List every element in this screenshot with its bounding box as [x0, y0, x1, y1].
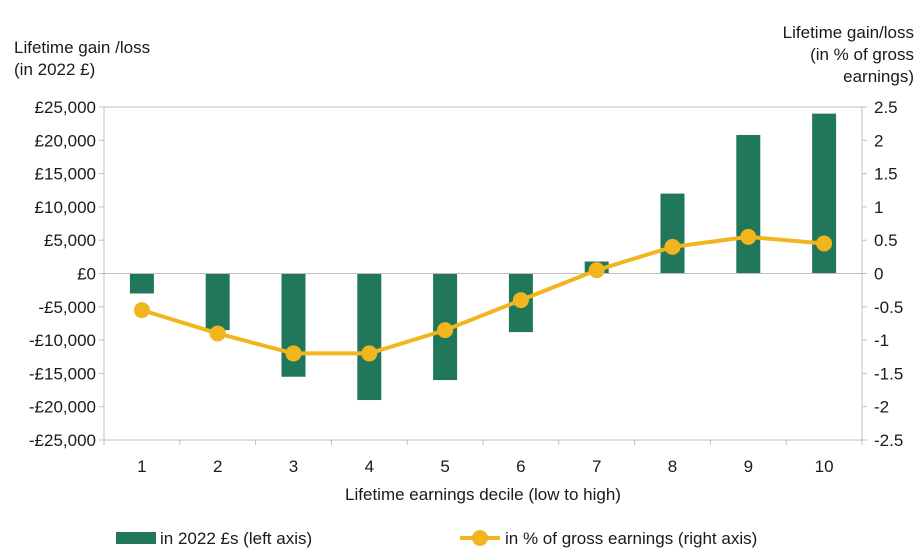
line-series: [133, 228, 833, 362]
left-tick-label: £10,000: [35, 198, 96, 217]
right-tick-label: 0: [874, 265, 883, 284]
line-point-decile-6: [512, 292, 529, 309]
legend-label-line: in % of gross earnings (right axis): [505, 529, 757, 548]
right-axis-title: Lifetime gain/loss (in % of gross earnings…: [783, 23, 914, 86]
line-point-decile-2: [209, 325, 226, 342]
x-tick-label: 4: [365, 457, 374, 476]
left-tick-label: £15,000: [35, 165, 96, 184]
right-tick-label: 0.5: [874, 231, 898, 250]
left-axis-title-line: (in 2022 £): [14, 60, 95, 79]
right-tick-label: 2.5: [874, 98, 898, 117]
legend-swatch-bars: [116, 532, 156, 544]
left-axis-ticks: £25,000 £20,000 £15,000 £10,000 £5,000 £0 -£5,…: [29, 98, 104, 450]
left-tick-label: -£25,000: [29, 431, 96, 450]
legend-label-bars: in 2022 £s (left axis): [160, 529, 312, 548]
legend: in 2022 £s (left axis) in % of gross earn…: [116, 529, 757, 548]
left-tick-label: £5,000: [44, 231, 96, 250]
x-tick-label: 8: [668, 457, 677, 476]
bar-decile-9: [736, 134, 761, 274]
right-axis-ticks: 2.5 2 1.5 1 0.5 0 -0.5 -1 -1.5 -2 -2.5: [862, 98, 903, 450]
right-axis-title-line: (in % of gross: [810, 45, 914, 64]
right-tick-label: -2: [874, 398, 889, 417]
bar-decile-2: [205, 273, 230, 331]
line-point-decile-10: [816, 235, 833, 252]
x-tick-label: 7: [592, 457, 601, 476]
left-axis-title-line: Lifetime gain /loss: [14, 38, 150, 57]
left-tick-label: £25,000: [35, 98, 96, 117]
x-tick-label: 3: [289, 457, 298, 476]
x-tick-label: 10: [815, 457, 834, 476]
x-tick-label: 1: [137, 457, 146, 476]
line-point-decile-9: [740, 228, 757, 245]
x-axis-title: Lifetime earnings decile (low to high): [345, 485, 621, 504]
x-axis-ticks: 1 2 3 4 5 6 7 8 9 10: [103, 440, 863, 476]
legend-swatch-marker: [472, 530, 488, 546]
left-tick-label: -£5,000: [38, 298, 96, 317]
right-tick-label: -2.5: [874, 431, 903, 450]
left-tick-label: £20,000: [35, 131, 96, 150]
right-axis-title-line: Lifetime gain/loss: [783, 23, 914, 42]
left-tick-label: -£15,000: [29, 364, 96, 383]
right-tick-label: -0.5: [874, 298, 903, 317]
x-tick-label: 9: [744, 457, 753, 476]
bar-decile-8: [660, 193, 685, 274]
x-tick-label: 5: [440, 457, 449, 476]
right-tick-label: -1.5: [874, 364, 903, 383]
line-point-decile-4: [361, 345, 378, 362]
line-point-decile-5: [437, 322, 454, 339]
left-tick-label: -£10,000: [29, 331, 96, 350]
right-tick-label: 1.5: [874, 165, 898, 184]
bar-decile-4: [357, 273, 382, 401]
line-point-decile-3: [285, 345, 302, 362]
right-axis-title-line: earnings): [843, 67, 914, 86]
line-point-decile-8: [664, 238, 681, 255]
bar-decile-1: [129, 273, 154, 294]
left-axis-title: Lifetime gain /loss (in 2022 £): [14, 38, 150, 79]
right-tick-label: -1: [874, 331, 889, 350]
x-tick-label: 6: [516, 457, 525, 476]
x-tick-label: 2: [213, 457, 222, 476]
line-point-decile-1: [133, 302, 150, 319]
left-tick-label: £0: [77, 265, 96, 284]
right-tick-label: 2: [874, 131, 883, 150]
bar-series: [129, 113, 837, 401]
left-tick-label: -£20,000: [29, 398, 96, 417]
line-point-decile-7: [588, 262, 605, 279]
series-line: [141, 234, 825, 356]
right-tick-label: 1: [874, 198, 883, 217]
